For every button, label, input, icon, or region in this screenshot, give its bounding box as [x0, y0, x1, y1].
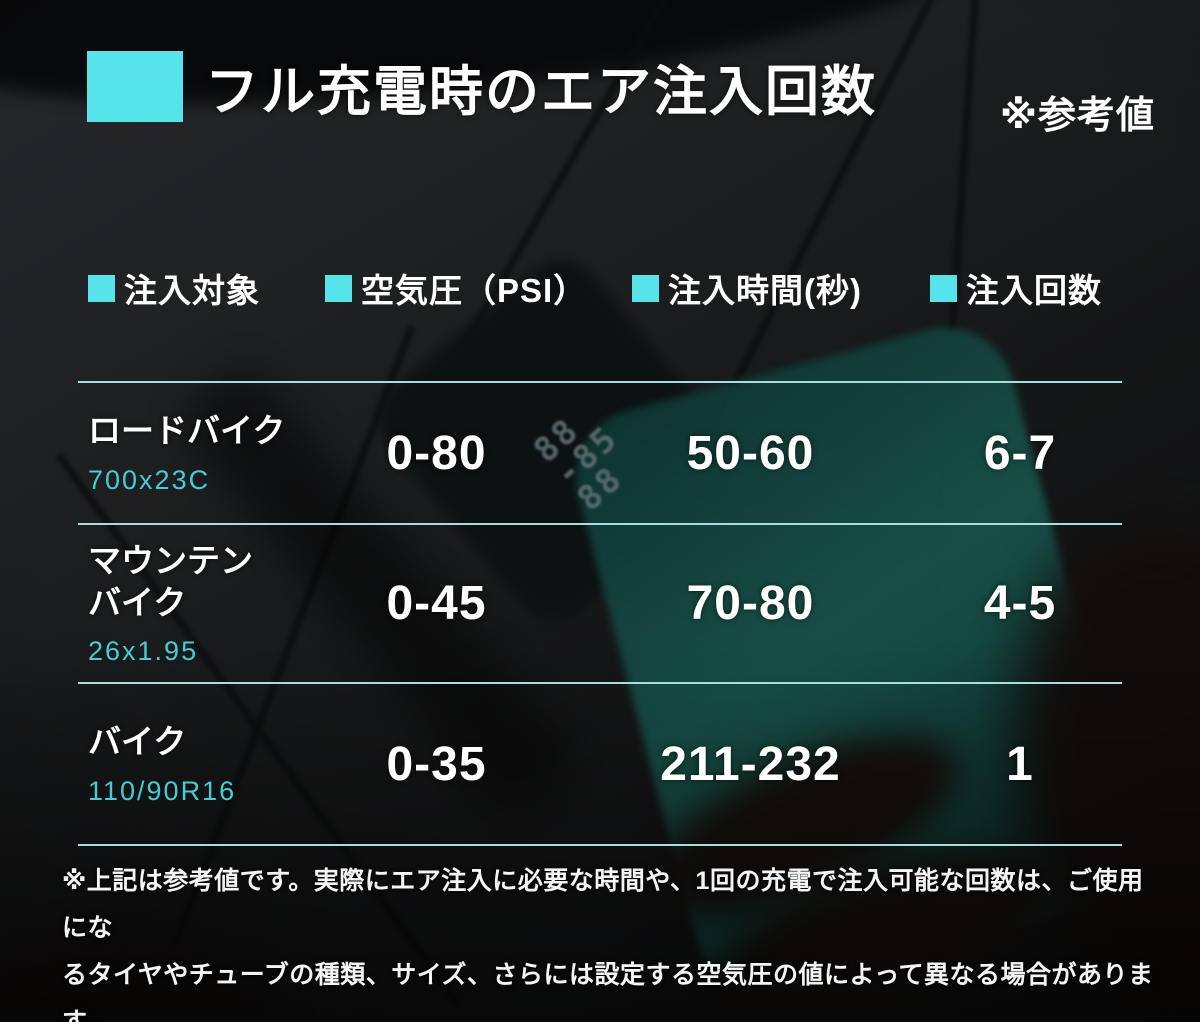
time-value: 70-80 — [686, 577, 815, 630]
target-name: マウンテン バイク — [88, 541, 253, 621]
spec-table: ロードバイク 700x23C 0-80 50-60 6-7 マウンテン バイク … — [78, 381, 1122, 846]
column-header-label: 注入時間(秒) — [668, 272, 862, 309]
count-value: 6-7 — [983, 426, 1057, 480]
target-cell: ロードバイク 700x23C — [78, 383, 290, 523]
column-header-label: 空気圧（PSI） — [361, 272, 588, 309]
disclaimer-line: るタイヤやチューブの種類、サイズ、さらには設定する空気圧の値によって異なる場合が… — [62, 961, 1154, 1022]
column-header-target: 注入対象 — [88, 264, 260, 312]
target-name: バイク — [88, 723, 187, 761]
bullet-square-icon — [325, 274, 352, 302]
psi-value: 0-35 — [386, 737, 487, 791]
bullet-square-icon — [632, 274, 659, 302]
column-header-label: 注入回数 — [966, 272, 1102, 309]
target-cell: マウンテン バイク 26x1.95 — [78, 525, 290, 682]
accent-square-icon — [87, 51, 183, 122]
page-header: フル充電時のエア注入回数 — [87, 47, 877, 126]
column-header-psi: 空気圧（PSI） — [325, 264, 587, 312]
bullet-square-icon — [930, 274, 957, 302]
tire-spec: 110/90R16 — [88, 775, 237, 806]
time-value: 50-60 — [686, 426, 815, 480]
table-row-motorcycle: バイク 110/90R16 0-35 211-232 1 — [78, 682, 1122, 846]
psi-value: 0-80 — [386, 426, 487, 480]
count-value: 1 — [1006, 737, 1034, 791]
table-row-road-bike: ロードバイク 700x23C 0-80 50-60 6-7 — [78, 381, 1122, 523]
disclaimer-text: ※上記は参考値です。実際にエア注入に必要な時間や、1回の充電で注入可能な回数は、… — [62, 858, 1154, 1022]
count-value: 4-5 — [983, 577, 1057, 630]
column-header-count: 注入回数 — [930, 264, 1102, 312]
disclaimer-line: ※上記は参考値です。実際にエア注入に必要な時間や、1回の充電で注入可能な回数は、… — [62, 867, 1144, 942]
target-name: ロードバイク — [88, 412, 286, 450]
target-cell: バイク 110/90R16 — [78, 684, 290, 844]
tire-spec: 26x1.95 — [88, 636, 199, 667]
column-header-label: 注入対象 — [124, 272, 260, 309]
reference-note: ※参考値 — [1000, 95, 1155, 137]
column-header-time: 注入時間(秒) — [632, 264, 862, 312]
table-row-mountain-bike: マウンテン バイク 26x1.95 0-45 70-80 4-5 — [78, 523, 1122, 682]
psi-value: 0-45 — [386, 577, 487, 630]
bullet-square-icon — [88, 274, 115, 302]
time-value: 211-232 — [660, 737, 841, 791]
tire-spec: 700x23C — [88, 464, 211, 495]
page-title: フル充電時のエア注入回数 — [205, 62, 877, 122]
